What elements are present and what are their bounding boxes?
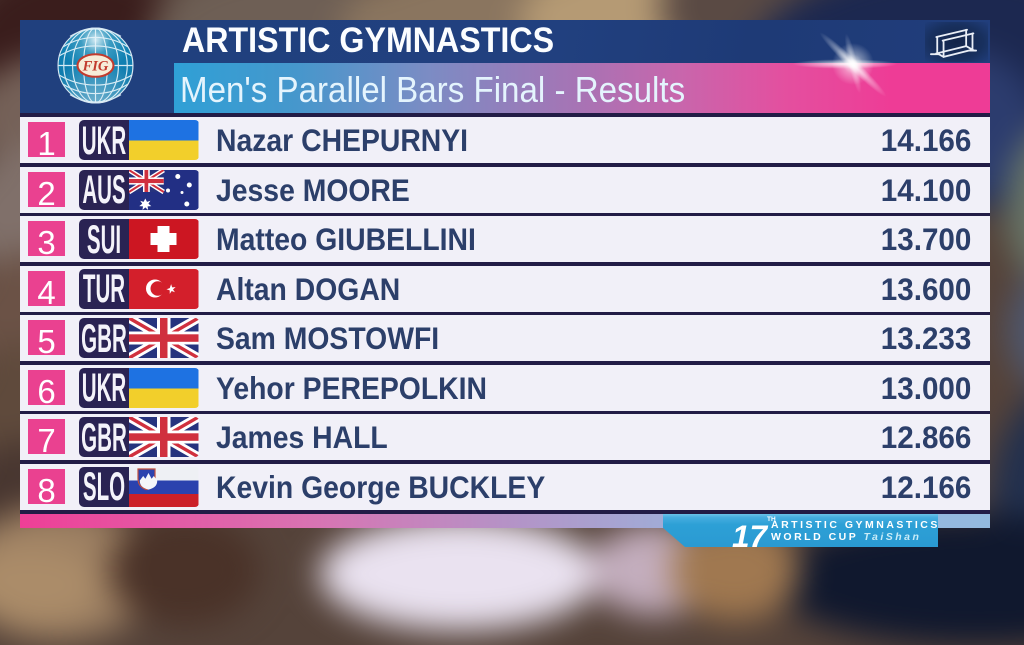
svg-text:FIG: FIG bbox=[82, 59, 109, 75]
